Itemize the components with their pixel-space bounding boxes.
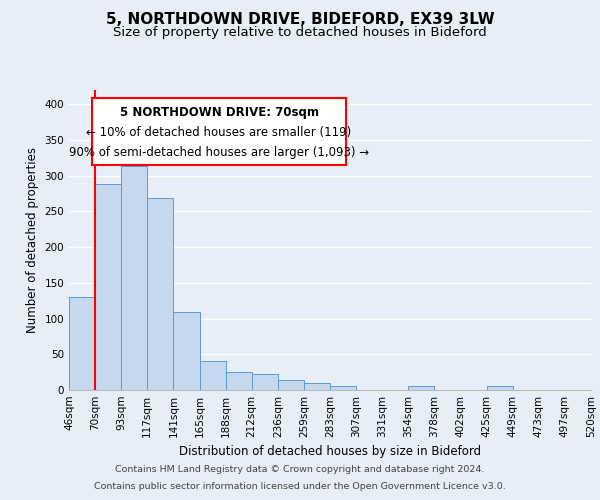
Text: Size of property relative to detached houses in Bideford: Size of property relative to detached ho…: [113, 26, 487, 39]
Bar: [304, 383, 330, 390]
Text: 5 NORTHDOWN DRIVE: 70sqm: 5 NORTHDOWN DRIVE: 70sqm: [119, 106, 319, 119]
Bar: [226, 372, 252, 390]
X-axis label: Distribution of detached houses by size in Bideford: Distribution of detached houses by size …: [179, 446, 481, 458]
Bar: [199, 362, 226, 390]
Text: 90% of semi-detached houses are larger (1,093) →: 90% of semi-detached houses are larger (…: [69, 146, 369, 160]
Text: ← 10% of detached houses are smaller (119): ← 10% of detached houses are smaller (11…: [86, 126, 352, 139]
Bar: [278, 380, 304, 390]
Bar: [95, 184, 121, 390]
Bar: [173, 312, 199, 390]
Bar: [330, 386, 356, 390]
Bar: [148, 198, 173, 390]
Bar: [69, 297, 95, 390]
Bar: [121, 166, 148, 390]
Bar: [487, 386, 513, 390]
Text: 5, NORTHDOWN DRIVE, BIDEFORD, EX39 3LW: 5, NORTHDOWN DRIVE, BIDEFORD, EX39 3LW: [106, 12, 494, 28]
Bar: [252, 374, 278, 390]
Y-axis label: Number of detached properties: Number of detached properties: [26, 147, 39, 333]
Text: Contains public sector information licensed under the Open Government Licence v3: Contains public sector information licen…: [94, 482, 506, 491]
Text: Contains HM Land Registry data © Crown copyright and database right 2024.: Contains HM Land Registry data © Crown c…: [115, 465, 485, 474]
Bar: [409, 386, 434, 390]
